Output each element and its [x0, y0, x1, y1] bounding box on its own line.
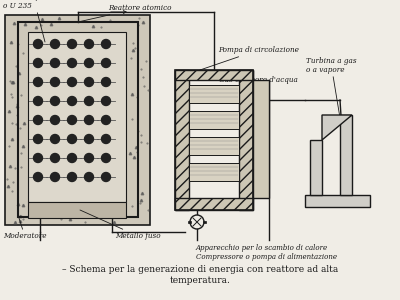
Circle shape — [84, 134, 94, 143]
Text: temperatura.: temperatura. — [170, 276, 230, 285]
Bar — [305, 195, 370, 207]
Text: Compressore o pompa di alimentazione: Compressore o pompa di alimentazione — [196, 253, 337, 261]
Bar — [28, 32, 126, 202]
Bar — [203, 221, 206, 223]
Circle shape — [102, 116, 110, 124]
Circle shape — [34, 97, 42, 106]
Circle shape — [68, 97, 76, 106]
Circle shape — [50, 116, 60, 124]
Text: Metallo fuso: Metallo fuso — [80, 210, 161, 240]
Circle shape — [34, 134, 42, 143]
Circle shape — [84, 40, 94, 49]
Circle shape — [84, 154, 94, 163]
Circle shape — [34, 77, 42, 86]
Text: Reattore atomico: Reattore atomico — [78, 4, 172, 22]
Text: Pompa di circolazione: Pompa di circolazione — [200, 46, 299, 70]
Circle shape — [68, 40, 76, 49]
Circle shape — [50, 172, 60, 182]
Text: Apparecchio per lo scambio di calore: Apparecchio per lo scambio di calore — [196, 244, 328, 252]
Circle shape — [84, 77, 94, 86]
Bar — [5, 15, 150, 225]
Bar — [188, 221, 191, 223]
Circle shape — [34, 58, 42, 68]
Text: Gas o vapore d'acqua: Gas o vapore d'acqua — [219, 76, 298, 84]
Circle shape — [102, 40, 110, 49]
Bar — [340, 115, 352, 195]
Circle shape — [50, 97, 60, 106]
Text: – Schema per la generazione di energia con reattore ad alta: – Schema per la generazione di energia c… — [62, 265, 338, 274]
Circle shape — [34, 154, 42, 163]
Circle shape — [34, 116, 42, 124]
Circle shape — [34, 40, 42, 49]
Bar — [189, 85, 239, 103]
Circle shape — [84, 58, 94, 68]
Circle shape — [84, 172, 94, 182]
Bar — [189, 163, 239, 181]
Polygon shape — [322, 115, 352, 140]
Text: Turbina a gas
o a vapore: Turbina a gas o a vapore — [306, 57, 357, 130]
Circle shape — [50, 154, 60, 163]
Circle shape — [102, 134, 110, 143]
Bar — [253, 80, 269, 198]
Bar — [189, 111, 239, 129]
Circle shape — [68, 77, 76, 86]
Bar — [175, 70, 253, 80]
Circle shape — [102, 77, 110, 86]
Circle shape — [34, 172, 42, 182]
Circle shape — [84, 97, 94, 106]
Bar — [310, 140, 322, 195]
Bar — [175, 70, 189, 210]
Text: Moderatore: Moderatore — [3, 215, 46, 240]
Circle shape — [102, 154, 110, 163]
Circle shape — [68, 154, 76, 163]
Circle shape — [50, 77, 60, 86]
Circle shape — [50, 40, 60, 49]
Bar — [28, 202, 126, 218]
Bar — [175, 70, 253, 210]
Circle shape — [102, 97, 110, 106]
Bar — [175, 198, 253, 210]
Bar — [18, 22, 138, 217]
Circle shape — [102, 58, 110, 68]
Circle shape — [84, 116, 94, 124]
Circle shape — [68, 116, 76, 124]
Bar — [239, 70, 253, 210]
Bar — [189, 137, 239, 155]
Circle shape — [68, 58, 76, 68]
Circle shape — [50, 134, 60, 143]
Circle shape — [68, 172, 76, 182]
Circle shape — [68, 134, 76, 143]
Circle shape — [50, 58, 60, 68]
Circle shape — [102, 172, 110, 182]
Text: Barre di plutonio
o U 235: Barre di plutonio o U 235 — [3, 0, 66, 42]
